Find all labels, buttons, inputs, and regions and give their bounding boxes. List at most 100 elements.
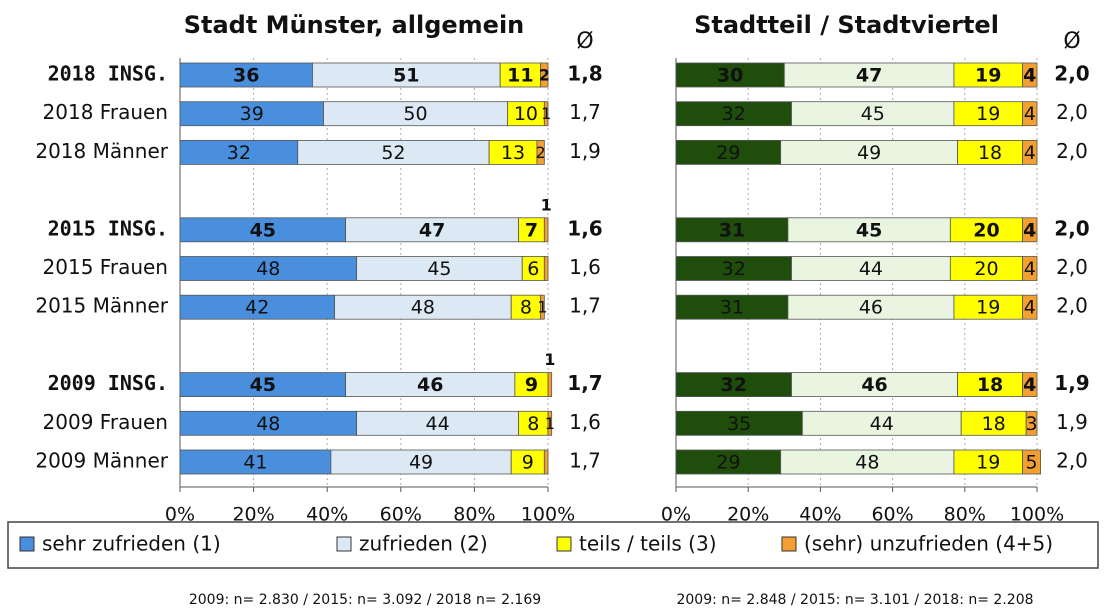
bar-segment xyxy=(675,256,792,281)
bar-segment xyxy=(1022,294,1038,320)
bar-segment xyxy=(518,410,549,436)
bar-segment xyxy=(514,372,549,398)
legend-label: sehr zufrieden (1) xyxy=(42,532,221,556)
value-label: 45 xyxy=(861,103,885,125)
value-label: 1 xyxy=(545,414,555,433)
category-label: 2009 Frauen xyxy=(43,410,168,434)
average-label: 2,0 xyxy=(1056,255,1088,279)
bar-segment xyxy=(1022,256,1038,281)
value-label: 13 xyxy=(501,142,525,164)
value-label: 9 xyxy=(522,452,534,474)
bar-segment xyxy=(543,217,549,243)
value-label: 45 xyxy=(250,219,276,241)
bar-segment xyxy=(518,217,545,243)
category-label: 2009 Männer xyxy=(35,449,168,473)
x-tick-label: 0% xyxy=(661,504,691,526)
value-label: 1 xyxy=(541,104,551,123)
bar-segment xyxy=(179,62,313,88)
average-label: 1,7 xyxy=(567,371,602,395)
sample-note: 2009: n= 2.848 / 2015: n= 3.101 / 2018: … xyxy=(676,592,1033,608)
value-label: 8 xyxy=(527,413,539,435)
average-label: 2,0 xyxy=(1056,449,1088,473)
average-label: 2,0 xyxy=(1056,139,1088,163)
bar-segment xyxy=(1022,372,1038,398)
value-label: 45 xyxy=(250,374,276,396)
value-label: 19 xyxy=(976,452,1000,474)
legend-swatch xyxy=(781,536,797,552)
bar-segment xyxy=(507,101,545,127)
average-label: 1,6 xyxy=(569,410,601,434)
value-label: 4 xyxy=(1023,65,1036,87)
value-label: 36 xyxy=(233,65,259,87)
bar-segment xyxy=(957,139,1023,165)
value-label: 42 xyxy=(245,297,269,319)
average-label: 1,7 xyxy=(569,449,601,473)
bar-segment xyxy=(510,294,542,320)
bar-segment xyxy=(547,372,553,398)
bar-segment xyxy=(179,372,347,398)
value-label: 29 xyxy=(716,452,740,474)
bar-segment xyxy=(791,372,958,398)
value-label: 44 xyxy=(426,413,450,435)
value-label: 30 xyxy=(717,65,743,87)
bar-segment xyxy=(179,449,332,475)
bar-segment xyxy=(1025,410,1038,436)
bar-segment xyxy=(953,101,1023,127)
bar-segment xyxy=(791,101,955,127)
bar-segment xyxy=(1022,62,1038,88)
value-label: 7 xyxy=(525,219,538,241)
value-label: 32 xyxy=(722,258,746,280)
value-label: 4 xyxy=(1024,103,1036,125)
bar-segment xyxy=(960,410,1027,436)
category-label: 2015 Männer xyxy=(35,294,168,318)
value-label: 19 xyxy=(976,103,1000,125)
x-tick-label: 20% xyxy=(727,504,769,526)
bar-segment xyxy=(543,256,549,281)
legend-label: zufrieden (2) xyxy=(359,532,488,556)
bar-segment xyxy=(1022,217,1038,243)
bar-segment xyxy=(780,449,955,475)
bar-segment xyxy=(179,139,299,165)
value-label: 19 xyxy=(976,297,1000,319)
bar-segment xyxy=(791,256,951,281)
bar-segment xyxy=(675,101,792,127)
average-label: 2,0 xyxy=(1056,294,1088,318)
average-label: 1,6 xyxy=(569,255,601,279)
legend-swatch xyxy=(19,536,35,552)
legend-swatch xyxy=(336,536,352,552)
category-label: 2018 Frauen xyxy=(43,100,168,124)
value-label: 10 xyxy=(514,103,538,125)
bar-segment xyxy=(323,101,508,127)
value-label: 46 xyxy=(859,297,883,319)
value-label: 29 xyxy=(716,142,740,164)
bar-segment xyxy=(297,139,490,165)
bar-segment xyxy=(547,410,553,436)
category-label: 2015 INSG. xyxy=(48,216,168,240)
value-label: 47 xyxy=(419,219,445,241)
bar-segment xyxy=(345,217,519,243)
value-label: 20 xyxy=(974,258,998,280)
value-label: 2 xyxy=(536,143,546,162)
average-label: 1,9 xyxy=(1056,410,1088,434)
bar-segment xyxy=(675,217,789,243)
bar-segment xyxy=(787,217,951,243)
bar-segment xyxy=(675,62,785,88)
average-label: 2,0 xyxy=(1054,62,1089,86)
category-label: 2009 INSG. xyxy=(48,371,168,395)
legend-label: (sehr) unzufrieden (4+5) xyxy=(804,532,1053,556)
value-label: 1 xyxy=(537,298,547,317)
value-label: 18 xyxy=(978,142,1002,164)
value-label: 31 xyxy=(719,219,745,241)
average-label: 2,0 xyxy=(1056,100,1088,124)
value-label: 41 xyxy=(243,452,267,474)
bar-segment xyxy=(787,294,955,320)
value-label: 11 xyxy=(507,65,533,87)
bar-segment xyxy=(345,372,516,398)
value-label: 46 xyxy=(861,374,887,396)
bar-segment xyxy=(957,372,1023,398)
value-label: 46 xyxy=(417,374,443,396)
x-tick-label: 80% xyxy=(944,504,986,526)
value-label: 6 xyxy=(527,258,539,280)
value-label: 18 xyxy=(982,413,1006,435)
